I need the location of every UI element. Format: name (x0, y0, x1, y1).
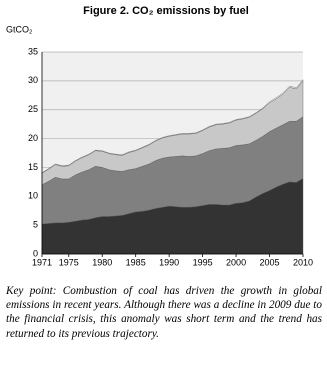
y-tick-label: 25 (28, 104, 38, 114)
y-tick-label: 30 (28, 75, 38, 85)
x-tick-label: 2005 (260, 257, 280, 267)
x-tick-label: 1980 (92, 257, 112, 267)
x-tick-label: 1995 (193, 257, 213, 267)
chart: Figure 2. CO₂ emissions by fuel GtCO₂ 0 5… (6, 5, 313, 267)
y-tick-label: 10 (28, 191, 38, 201)
x-tick-label: 1990 (159, 257, 179, 267)
y-tick-label: 5 (33, 220, 38, 230)
y-tick-label: 35 (28, 46, 38, 56)
x-tick-label: 2010 (293, 257, 313, 267)
area (41, 79, 304, 174)
x-tick-label: 1975 (59, 257, 79, 267)
y-tick-label: 15 (28, 162, 38, 172)
x-tick-label: 1971 (32, 257, 52, 267)
x-tick-label: 1985 (126, 257, 146, 267)
x-tick-label: 2000 (226, 257, 246, 267)
caption: Key point: Combustion of coal has driven… (6, 285, 322, 340)
y-tick-label: 20 (28, 133, 38, 143)
y-axis-label: GtCO₂ (6, 24, 33, 34)
chart-title: Figure 2. CO₂ emissions by fuel (83, 5, 249, 17)
y-tick-label: 0 (33, 248, 38, 258)
